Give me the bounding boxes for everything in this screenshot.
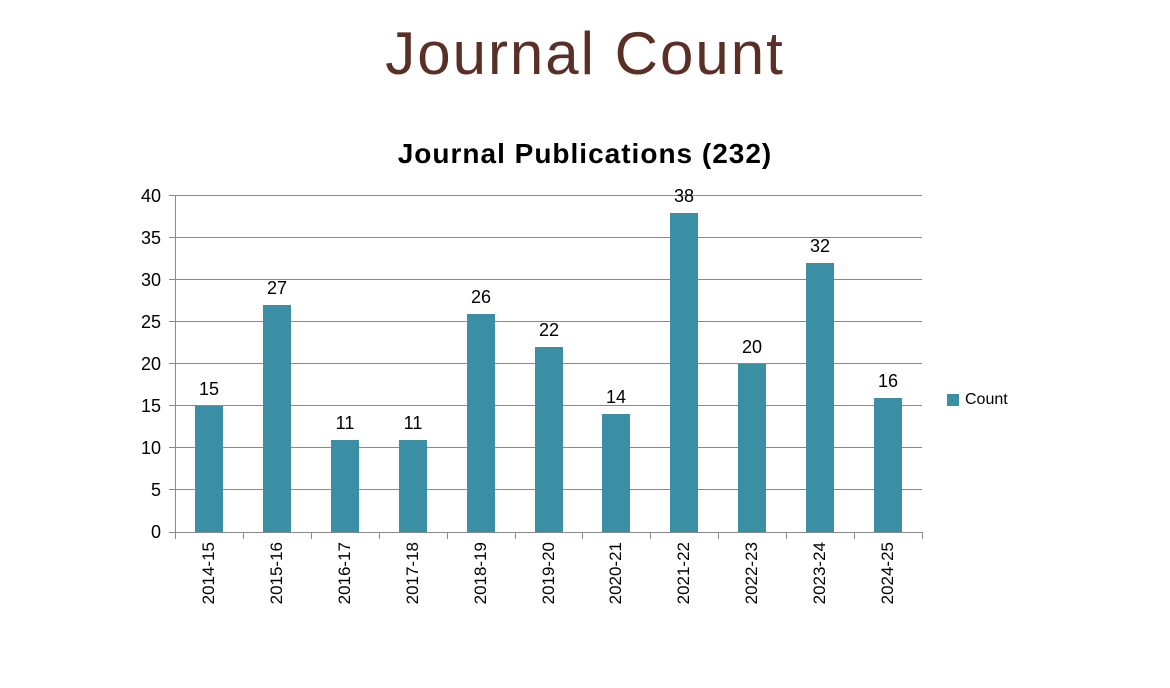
x-axis-label: 2020-21 bbox=[606, 542, 625, 605]
bar bbox=[738, 364, 766, 532]
x-axis-label: 2017-18 bbox=[403, 542, 422, 605]
y-axis-line bbox=[175, 196, 176, 533]
x-axis-label: 2024-25 bbox=[878, 542, 897, 605]
y-axis-tick bbox=[169, 237, 175, 238]
bar-value-label: 15 bbox=[198, 379, 220, 399]
y-axis-label: 30 bbox=[140, 270, 161, 290]
bar bbox=[535, 347, 563, 532]
bar bbox=[331, 440, 359, 532]
x-axis-label: 2018-19 bbox=[471, 542, 490, 605]
x-axis-label: 2022-23 bbox=[742, 542, 761, 605]
legend-swatch-icon bbox=[947, 394, 959, 406]
gridline bbox=[175, 237, 922, 238]
bar bbox=[263, 305, 291, 532]
x-axis-tick bbox=[243, 532, 244, 539]
bar-value-label: 14 bbox=[605, 387, 627, 407]
y-axis-label: 40 bbox=[140, 186, 161, 206]
y-axis-tick bbox=[169, 279, 175, 280]
y-axis-label: 35 bbox=[140, 228, 161, 248]
bar-value-label: 22 bbox=[538, 320, 560, 340]
bar-value-label: 26 bbox=[470, 287, 492, 307]
x-axis-tick bbox=[786, 532, 787, 539]
x-axis-tick bbox=[582, 532, 583, 539]
x-axis-label: 2023-24 bbox=[810, 542, 829, 605]
x-axis-tick bbox=[718, 532, 719, 539]
bar-value-label: 38 bbox=[673, 186, 695, 206]
legend: Count bbox=[947, 391, 1008, 409]
x-axis-tick bbox=[650, 532, 651, 539]
bar bbox=[806, 263, 834, 532]
page-title: Journal Count bbox=[385, 20, 785, 87]
bar bbox=[467, 314, 495, 532]
y-axis-label: 5 bbox=[150, 480, 161, 500]
y-axis-label: 20 bbox=[140, 354, 161, 374]
bar-value-label: 20 bbox=[741, 337, 763, 357]
x-axis-label: 2015-16 bbox=[267, 542, 286, 605]
bar-value-label: 32 bbox=[809, 236, 831, 256]
x-axis-tick bbox=[311, 532, 312, 539]
bar bbox=[195, 406, 223, 532]
x-axis-label: 2019-20 bbox=[539, 542, 558, 605]
y-axis-label: 25 bbox=[140, 312, 161, 332]
x-axis-tick bbox=[175, 532, 176, 539]
y-axis-tick bbox=[169, 447, 175, 448]
gridline bbox=[175, 532, 922, 533]
y-axis-label: 15 bbox=[140, 396, 161, 416]
gridline bbox=[175, 279, 922, 280]
y-axis-label: 10 bbox=[140, 438, 161, 458]
bar-value-label: 11 bbox=[403, 413, 423, 433]
bar bbox=[874, 398, 902, 532]
plot-area: 0 5 10 15 20 25 30 35 40 15 2014-15 27 2015-16 11 2016… bbox=[141, 186, 923, 604]
x-axis-label: 2014-15 bbox=[199, 542, 218, 605]
bar-value-label: 11 bbox=[335, 413, 355, 433]
y-axis-tick bbox=[169, 321, 175, 322]
x-axis-label: 2016-17 bbox=[335, 542, 354, 605]
gridline bbox=[175, 321, 922, 322]
bar bbox=[602, 414, 630, 532]
x-axis-tick bbox=[515, 532, 516, 539]
y-axis-tick bbox=[169, 195, 175, 196]
gridline bbox=[175, 195, 922, 196]
y-axis-label: 0 bbox=[150, 522, 161, 542]
x-axis-tick bbox=[922, 532, 923, 539]
x-axis-tick bbox=[854, 532, 855, 539]
y-axis-tick bbox=[169, 489, 175, 490]
x-axis-tick bbox=[379, 532, 380, 539]
x-axis-label: 2021-22 bbox=[674, 542, 693, 605]
chart-title: Journal Publications (232) bbox=[397, 138, 773, 169]
bar bbox=[399, 440, 427, 532]
bar-value-label: 16 bbox=[877, 371, 899, 391]
bar-value-label: 27 bbox=[266, 278, 288, 298]
y-axis-tick bbox=[169, 532, 175, 533]
legend-label: Count bbox=[965, 391, 1008, 408]
y-axis-tick bbox=[169, 363, 175, 364]
x-axis-tick bbox=[447, 532, 448, 539]
bar bbox=[670, 213, 698, 532]
y-axis-tick bbox=[169, 405, 175, 406]
